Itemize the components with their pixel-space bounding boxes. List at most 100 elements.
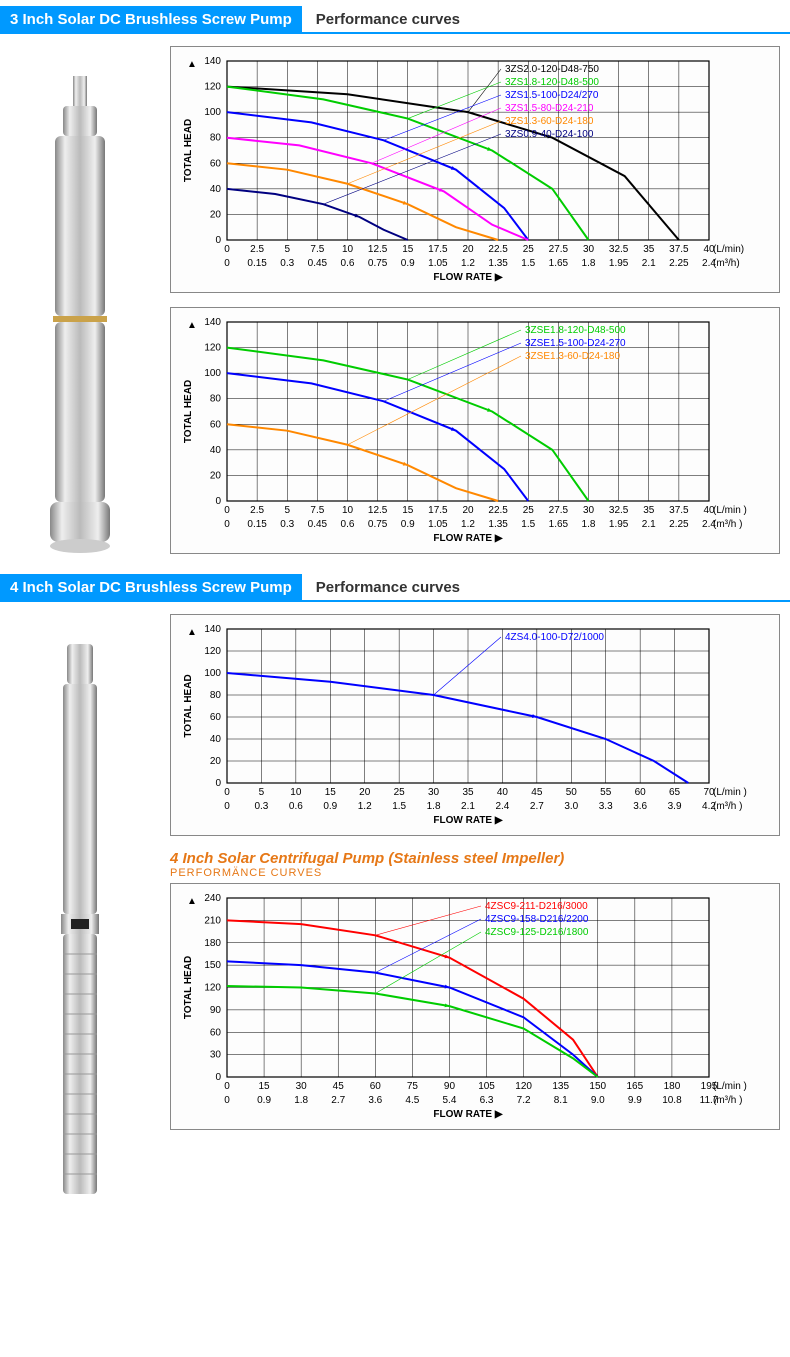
chart2: 02040608010012014002.557.51012.51517.520… <box>175 314 765 549</box>
svg-text:50: 50 <box>566 787 578 798</box>
svg-text:40: 40 <box>497 787 509 798</box>
svg-text:20: 20 <box>210 209 222 220</box>
svg-text:(L/min ): (L/min ) <box>713 1081 747 1092</box>
chart1: 02040608010012014002.557.51012.51517.520… <box>175 53 765 288</box>
svg-text:4ZSC9-211-D216/3000: 4ZSC9-211-D216/3000 <box>485 901 588 912</box>
svg-text:5: 5 <box>284 244 290 255</box>
svg-text:7.5: 7.5 <box>310 244 324 255</box>
svg-text:0.3: 0.3 <box>254 801 268 812</box>
svg-text:3ZS1.5-100-D24/270: 3ZS1.5-100-D24/270 <box>505 90 599 101</box>
chart3: 0204060801001201400510152025303540455055… <box>175 621 765 831</box>
svg-text:2.1: 2.1 <box>461 801 475 812</box>
svg-text:1.05: 1.05 <box>428 258 448 269</box>
svg-text:0.75: 0.75 <box>368 258 388 269</box>
svg-text:22.5: 22.5 <box>488 244 508 255</box>
svg-text:3ZSE1.8-120-D48-500: 3ZSE1.8-120-D48-500 <box>525 325 626 336</box>
svg-text:12.5: 12.5 <box>368 244 388 255</box>
pump-icon <box>35 76 125 556</box>
svg-text:80: 80 <box>210 394 222 405</box>
svg-text:3ZSE1.3-60-D24-180: 3ZSE1.3-60-D24-180 <box>525 351 620 362</box>
svg-text:60: 60 <box>210 1027 222 1038</box>
svg-text:(m³/h ): (m³/h ) <box>713 519 742 530</box>
svg-text:10: 10 <box>342 244 354 255</box>
svg-text:20: 20 <box>210 470 222 481</box>
svg-text:4ZSC9-158-D216/2200: 4ZSC9-158-D216/2200 <box>485 914 589 925</box>
svg-text:3ZS1.5-80-D24-210: 3ZS1.5-80-D24-210 <box>505 103 594 114</box>
svg-text:TOTAL HEAD: TOTAL HEAD <box>183 119 194 182</box>
svg-text:60: 60 <box>210 158 222 169</box>
svg-text:0: 0 <box>224 1081 230 1092</box>
svg-text:3ZS2.0-120-D48-750: 3ZS2.0-120-D48-750 <box>505 64 599 75</box>
svg-text:1.2: 1.2 <box>461 519 475 530</box>
svg-text:7.5: 7.5 <box>310 505 324 516</box>
svg-text:2.5: 2.5 <box>250 505 264 516</box>
svg-text:0: 0 <box>215 1072 221 1083</box>
svg-text:0.9: 0.9 <box>257 1095 271 1106</box>
svg-text:60: 60 <box>210 419 222 430</box>
svg-text:2.25: 2.25 <box>669 258 689 269</box>
svg-text:0: 0 <box>224 519 230 530</box>
svg-text:3ZS0.9-40-D24-100: 3ZS0.9-40-D24-100 <box>505 129 594 140</box>
svg-text:3.6: 3.6 <box>633 801 647 812</box>
svg-text:20: 20 <box>359 787 371 798</box>
svg-text:▲: ▲ <box>187 59 197 70</box>
svg-text:35: 35 <box>643 505 655 516</box>
svg-text:35: 35 <box>462 787 474 798</box>
chart2-box: 02040608010012014002.557.51012.51517.520… <box>170 307 780 554</box>
svg-text:0.45: 0.45 <box>308 258 328 269</box>
svg-text:▲: ▲ <box>187 627 197 638</box>
svg-text:(m³/h): (m³/h) <box>713 258 740 269</box>
svg-text:27.5: 27.5 <box>549 244 569 255</box>
svg-text:25: 25 <box>523 244 535 255</box>
svg-text:100: 100 <box>204 668 221 679</box>
pump-icon-2 <box>45 644 115 1204</box>
svg-text:0.45: 0.45 <box>308 519 328 530</box>
svg-text:2.7: 2.7 <box>530 801 544 812</box>
section-header-3inch: 3 Inch Solar DC Brushless Screw Pump Per… <box>0 6 790 34</box>
svg-text:(L/min ): (L/min ) <box>713 505 747 516</box>
section-title-sub: Performance curves <box>302 6 474 32</box>
svg-text:150: 150 <box>204 960 221 971</box>
svg-text:10.8: 10.8 <box>662 1095 682 1106</box>
svg-text:TOTAL HEAD: TOTAL HEAD <box>183 380 194 443</box>
svg-text:20: 20 <box>462 244 474 255</box>
svg-text:(L/min ): (L/min ) <box>713 787 747 798</box>
svg-text:0: 0 <box>215 235 221 246</box>
svg-text:0.6: 0.6 <box>289 801 303 812</box>
pump-image-4inch <box>0 614 160 1204</box>
chart3-box: 0204060801001201400510152025303540455055… <box>170 614 780 836</box>
svg-text:1.5: 1.5 <box>521 258 535 269</box>
row-4inch: 0204060801001201400510152025303540455055… <box>0 614 790 1204</box>
svg-text:FLOW RATE ▶: FLOW RATE ▶ <box>433 533 503 544</box>
svg-text:0.3: 0.3 <box>280 519 294 530</box>
svg-text:45: 45 <box>531 787 543 798</box>
svg-text:▲: ▲ <box>187 896 197 907</box>
section-title-blue-2: 4 Inch Solar DC Brushless Screw Pump <box>0 574 302 600</box>
svg-text:1.5: 1.5 <box>521 519 535 530</box>
svg-text:60: 60 <box>635 787 647 798</box>
svg-text:60: 60 <box>210 712 222 723</box>
svg-text:30: 30 <box>210 1050 222 1061</box>
svg-text:37.5: 37.5 <box>669 244 689 255</box>
svg-text:1.5: 1.5 <box>392 801 406 812</box>
svg-text:3.6: 3.6 <box>368 1095 382 1106</box>
svg-text:0: 0 <box>215 496 221 507</box>
svg-text:4ZS4.0-100-D72/1000: 4ZS4.0-100-D72/1000 <box>505 632 604 643</box>
svg-text:0.6: 0.6 <box>341 258 355 269</box>
svg-text:0: 0 <box>224 244 230 255</box>
svg-text:140: 140 <box>204 317 221 328</box>
svg-text:32.5: 32.5 <box>609 244 629 255</box>
svg-text:0.9: 0.9 <box>401 519 415 530</box>
svg-text:FLOW RATE ▶: FLOW RATE ▶ <box>433 1109 503 1120</box>
svg-text:15: 15 <box>402 505 414 516</box>
svg-text:0: 0 <box>224 787 230 798</box>
svg-text:55: 55 <box>600 787 612 798</box>
svg-text:120: 120 <box>204 82 221 93</box>
chart4: 0306090120150180210240015304560759010512… <box>175 890 765 1125</box>
svg-text:1.95: 1.95 <box>609 519 629 530</box>
svg-text:0: 0 <box>224 505 230 516</box>
svg-text:▲: ▲ <box>187 320 197 331</box>
svg-text:120: 120 <box>204 343 221 354</box>
svg-text:1.35: 1.35 <box>488 258 508 269</box>
svg-text:2.5: 2.5 <box>250 244 264 255</box>
